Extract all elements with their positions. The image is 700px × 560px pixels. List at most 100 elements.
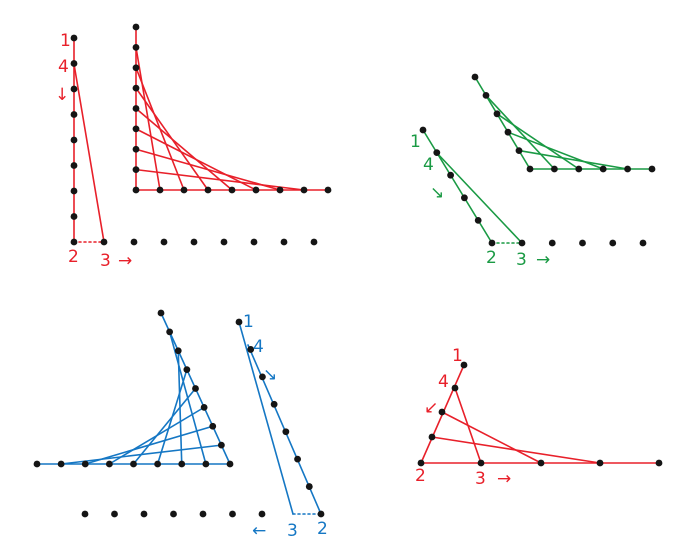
p1-arrow-right: → <box>118 251 132 271</box>
p2-step-line2 <box>435 151 523 244</box>
p1-step-dot <box>280 238 288 246</box>
p2-curve-dot <box>526 165 534 173</box>
p4-label-2: 2 <box>415 466 426 486</box>
p1-curve-dot <box>156 186 164 194</box>
p1-curve-string <box>135 128 257 191</box>
p2-curve-dot <box>624 165 631 173</box>
p1-arrow-down: ↓ <box>55 85 69 105</box>
p1-step-dot <box>70 136 78 144</box>
p4-arrow-down: ↙ <box>424 398 438 418</box>
p4-dot <box>460 361 468 369</box>
p2-curve-dot <box>515 147 523 155</box>
p1-curve-dot <box>132 145 140 153</box>
p2-step-dot <box>447 171 454 179</box>
p2-step-dot <box>419 126 427 134</box>
p2-curve-dot <box>551 165 558 173</box>
p3-curve-dot <box>105 460 113 468</box>
p3-step-dot <box>282 428 290 436</box>
p2-curve-dot <box>599 165 607 173</box>
p1-step-dot <box>70 60 78 67</box>
p2-curve-dot <box>575 165 583 173</box>
p1-curve-string <box>135 168 305 191</box>
p2-step-dot <box>474 217 482 224</box>
p2-label-3: 3 <box>516 250 527 270</box>
p2-step-dot <box>433 149 441 157</box>
p1-curve-dot <box>276 186 284 194</box>
p3-step-dot <box>81 510 89 518</box>
p3-step-dot <box>270 400 278 408</box>
p2-curve-string <box>518 149 629 170</box>
p1-curve-string <box>135 107 233 191</box>
p4-dot <box>477 459 485 467</box>
p1-curve-dot <box>132 125 140 133</box>
p4-label-1: 1 <box>452 346 463 366</box>
p3-curve-dot <box>209 422 217 430</box>
p3-curve-string <box>84 425 214 465</box>
p1-curve-dot <box>324 186 332 194</box>
p4-dot <box>537 459 545 467</box>
p1-label-2: 2 <box>68 247 79 267</box>
p3-step-dot <box>170 510 177 518</box>
p3-step-line1 <box>238 321 294 515</box>
p3-step-dot <box>317 510 325 518</box>
p4-arrow-right: → <box>497 469 511 489</box>
p3-step-dot <box>229 510 236 518</box>
p2-label-1: 1 <box>410 132 421 152</box>
p2-step-line1 <box>422 129 493 244</box>
p2-step-dot <box>579 239 586 247</box>
p3-label-1: 1 <box>243 312 254 332</box>
p1-curve-dot <box>132 84 140 92</box>
p1-curve-dot <box>204 186 212 194</box>
p3-curve-dot <box>33 460 41 468</box>
p2-label-4: 4 <box>423 155 434 175</box>
p3-label-3: 3 <box>287 521 298 541</box>
p4-dot <box>451 384 459 392</box>
p3-step-dot <box>140 510 148 518</box>
p2-step-dot <box>609 239 617 247</box>
p1-curve-dot <box>252 186 260 194</box>
p3-curve-string <box>108 406 205 465</box>
p2-label-2: 2 <box>486 248 497 268</box>
p1-step-diagonal <box>73 63 105 243</box>
p3-curve-dot <box>81 460 89 468</box>
p1-step-dot <box>70 187 78 195</box>
p3-step-dot <box>258 510 266 518</box>
p4-string-2 <box>441 411 542 464</box>
p3-curve-string <box>132 387 197 465</box>
p3-step-dot <box>305 483 313 490</box>
p1-label-3: 3 <box>100 251 111 271</box>
p1-step-dot <box>310 238 318 246</box>
p2-curve-string <box>496 113 580 170</box>
p2-curve-string <box>485 94 556 170</box>
p2-arrow-down: ↘ <box>430 183 444 203</box>
p1-curve-dot <box>132 166 140 174</box>
p3-curve-dot <box>178 460 186 468</box>
p4-dot <box>655 459 663 467</box>
p3-label-4: 4 <box>253 337 264 357</box>
p3-curve-dot <box>192 385 199 392</box>
p2-step-dot <box>639 239 647 247</box>
p1-curve-dot <box>132 23 140 31</box>
p3-step-dot <box>199 510 207 518</box>
p2-step-dot <box>461 194 468 202</box>
p2-curve-dot <box>482 92 490 99</box>
p3-arrow-left: ← <box>252 521 266 541</box>
p3-curve-dot <box>217 441 225 449</box>
p2-step-dot <box>518 239 526 247</box>
p3-arrow-down: ↘ <box>263 365 277 385</box>
p3-curve-dot <box>200 403 208 411</box>
p1-step-dot <box>220 238 228 246</box>
p1-curve-dot <box>300 186 308 194</box>
p2-curve-dot <box>471 73 479 81</box>
p4-dot <box>438 408 446 416</box>
p2-curve-arm-a <box>474 76 531 170</box>
p3-curve-dot <box>130 460 137 468</box>
p1-curve-dot <box>180 186 188 194</box>
p4-dot <box>428 433 436 441</box>
p1-step-dot <box>70 238 78 246</box>
p3-label-2: 2 <box>317 519 328 539</box>
p2-curve-dot <box>504 128 512 136</box>
p1-step-dot <box>100 238 108 246</box>
p3-step-dot <box>294 455 301 463</box>
